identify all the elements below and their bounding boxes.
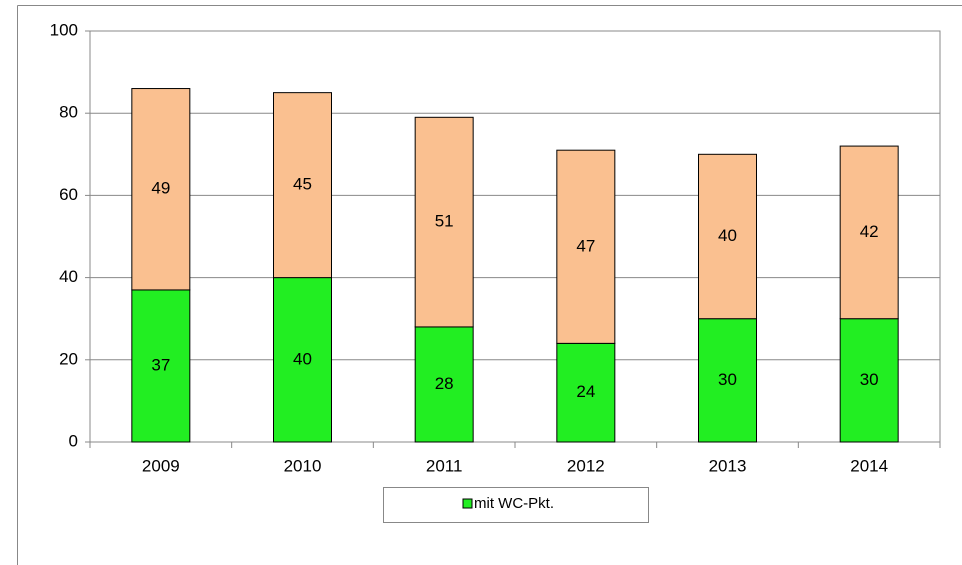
y-tick-label: 80	[59, 103, 78, 122]
data-label: 49	[151, 179, 170, 198]
y-tick-label: 100	[50, 20, 78, 39]
data-label: 30	[860, 370, 879, 389]
x-tick-label: 2010	[284, 456, 322, 475]
data-label: 42	[860, 222, 879, 241]
x-tick-label: 2009	[142, 456, 180, 475]
data-label: 24	[576, 382, 595, 401]
y-tick-label: 0	[69, 431, 78, 450]
bar-segment	[698, 318, 757, 443]
y-tick-label: 20	[59, 349, 78, 368]
bar-segment	[556, 149, 616, 344]
data-label: 37	[151, 355, 170, 374]
x-tick-label: 2013	[709, 456, 747, 475]
plot-border	[89, 30, 941, 443]
bar-segment	[556, 342, 616, 443]
bar-segment	[698, 153, 757, 320]
data-label: 47	[576, 236, 595, 255]
bar-segment	[273, 92, 332, 279]
x-tick-label: 2012	[567, 456, 605, 475]
data-label: 30	[718, 370, 737, 389]
bar-segment	[414, 116, 474, 328]
legend-label: mit WC-Pkt.	[474, 495, 554, 512]
data-label: 40	[718, 226, 737, 245]
legend-swatch	[462, 498, 473, 509]
data-label: 51	[435, 212, 454, 231]
bar-segment	[131, 88, 191, 291]
x-tick-label: 2014	[850, 456, 888, 475]
bar-segment	[131, 289, 191, 443]
x-tick-label: 2011	[426, 456, 463, 475]
data-label: 28	[435, 374, 454, 393]
bar-segment	[414, 326, 474, 443]
bar-segment	[839, 145, 899, 320]
data-label: 40	[293, 349, 312, 368]
data-label: 45	[293, 175, 312, 194]
legend-box	[383, 487, 649, 523]
y-tick-label: 40	[59, 267, 78, 286]
y-tick-label: 60	[59, 185, 78, 204]
